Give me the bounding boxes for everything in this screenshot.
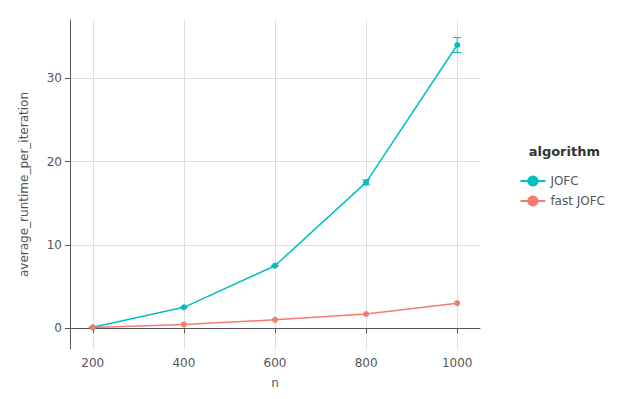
- svg-text:400: 400: [172, 356, 195, 370]
- svg-text:fast JOFC: fast JOFC: [550, 194, 605, 208]
- svg-text:0: 0: [54, 321, 62, 335]
- svg-text:1000: 1000: [442, 356, 473, 370]
- svg-text:n: n: [271, 376, 279, 390]
- svg-text:30: 30: [47, 71, 62, 85]
- svg-text:20: 20: [47, 155, 62, 169]
- svg-text:JOFC: JOFC: [549, 174, 578, 188]
- svg-text:algorithm: algorithm: [529, 144, 600, 159]
- svg-text:200: 200: [81, 356, 104, 370]
- svg-text:800: 800: [355, 356, 378, 370]
- svg-text:10: 10: [47, 238, 62, 252]
- svg-text:average_runtime_per_iteration: average_runtime_per_iteration: [17, 92, 31, 277]
- svg-text:600: 600: [264, 356, 287, 370]
